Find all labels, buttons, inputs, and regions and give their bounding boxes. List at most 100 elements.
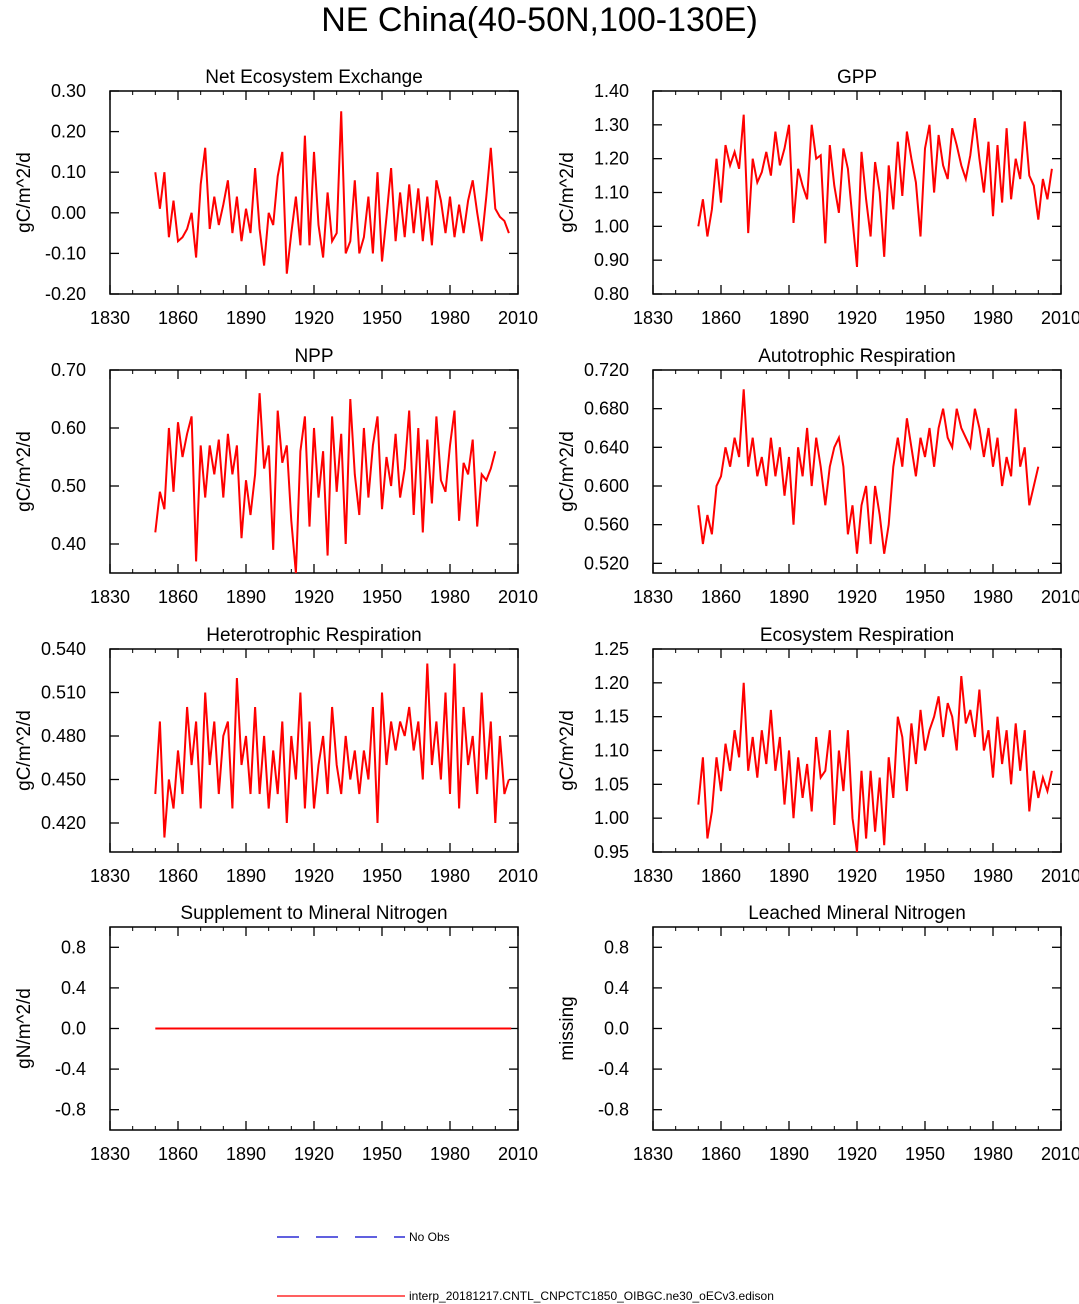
panel-1-xtick-label: 1890 [226,308,266,328]
panel-3-xtick-label: 1890 [226,587,266,607]
panel-7-ytick-label: -0.8 [55,1100,86,1120]
panel-5-ytick-label: 0.480 [41,726,86,746]
panel-2-ytick-label: 1.40 [594,81,629,101]
panel-2-xtick-label: 1890 [769,308,809,328]
panel-3-ylabel: gC/m^2/d [14,431,35,512]
panel-7-xtick-label: 1920 [294,1144,334,1164]
panel-6-xtick-label: 1830 [633,866,673,886]
panel-4-xtick-label: 1920 [837,587,877,607]
panel-6-ytick-label: 1.20 [594,673,629,693]
panel-5-ytick-label: 0.510 [41,683,86,703]
panel-4-ytick-label: 0.680 [584,399,629,419]
panel-5-series-line [154,663,510,838]
panel-2-ytick-label: 1.00 [594,216,629,236]
panel-1-xtick-label: 1830 [90,308,130,328]
panel-8-ytick-label: 0.8 [604,937,629,957]
panel-3-xtick-label: 1980 [430,587,470,607]
panel-5-xtick-label: 1890 [226,866,266,886]
panel-2-xtick-label: 2010 [1041,308,1079,328]
panel-5-xtick-label: 1920 [294,866,334,886]
panel-6-xtick-label: 1950 [905,866,945,886]
panel-2-ylabel: gC/m^2/d [557,152,578,233]
panel-1-xtick-label: 1950 [362,308,402,328]
panel-8-title: Leached Mineral Nitrogen [748,903,966,924]
panel-1-ytick-label: -0.10 [45,243,86,263]
panel-4-ylabel: gC/m^2/d [557,431,578,512]
panel-7-ytick-label: 0.4 [61,978,86,998]
panel-4-title: Autotrophic Respiration [758,346,956,367]
panel-1-title: Net Ecosystem Exchange [205,67,423,88]
panel-4-xtick-label: 1860 [701,587,741,607]
panel-8-xtick-label: 1890 [769,1144,809,1164]
panel-3-ytick-label: 0.70 [51,360,86,380]
panel-6-ytick-label: 1.00 [594,808,629,828]
panel-1-ytick-label: 0.20 [51,122,86,142]
panel-8-ytick-label: -0.8 [598,1100,629,1120]
panel-6-ytick-label: 1.15 [594,707,629,727]
panel-2-xtick-label: 1830 [633,308,673,328]
panel-4-ytick-label: 0.720 [584,360,629,380]
panel-1-ytick-label: -0.20 [45,284,86,304]
panel-7-xtick-label: 1890 [226,1144,266,1164]
panel-6-xtick-label: 1860 [701,866,741,886]
figure-title: NE China(40-50N,100-130E) [321,1,758,39]
panel-1-ytick-label: 0.00 [51,203,86,223]
panel-6-series-line [697,676,1053,853]
panel-5-ytick-label: 0.420 [41,813,86,833]
panel-2-ytick-label: 0.80 [594,284,629,304]
panel-8-xtick-label: 1920 [837,1144,877,1164]
panel-8-xtick-label: 2010 [1041,1144,1079,1164]
panel-1-xtick-label: 2010 [498,308,538,328]
panel-5-xtick-label: 1860 [158,866,198,886]
panel-2-xtick-label: 1920 [837,308,877,328]
panel-7-ytick-label: -0.4 [55,1059,86,1079]
panel-3-ytick-label: 0.50 [51,476,86,496]
panel-7-xtick-label: 1980 [430,1144,470,1164]
panel-7-ytick-label: 0.0 [61,1019,86,1039]
panel-1-ylabel: gC/m^2/d [14,152,35,233]
panel-7-xtick-label: 1950 [362,1144,402,1164]
panel-6-ylabel: gC/m^2/d [557,710,578,791]
panel-4-xtick-label: 1830 [633,587,673,607]
panel-6-ytick-label: 0.95 [594,842,629,862]
panel-3-ytick-label: 0.40 [51,534,86,554]
panel-4-xtick-label: 2010 [1041,587,1079,607]
panel-8-xtick-label: 1860 [701,1144,741,1164]
panel-4-ytick-label: 0.520 [584,553,629,573]
panel-2-ytick-label: 0.90 [594,250,629,270]
panel-3-xtick-label: 2010 [498,587,538,607]
panel-7-ylabel: gN/m^2/d [14,988,35,1069]
panel-2-ytick-label: 1.10 [594,183,629,203]
panel-5-ytick-label: 0.540 [41,639,86,659]
panel-7-xtick-label: 1830 [90,1144,130,1164]
panel-6-xtick-label: 1890 [769,866,809,886]
panel-8-xtick-label: 1980 [973,1144,1013,1164]
panel-6-ytick-label: 1.25 [594,639,629,659]
panel-1-xtick-label: 1920 [294,308,334,328]
panel-8-ytick-label: 0.0 [604,1019,629,1039]
panel-6-xtick-label: 1980 [973,866,1013,886]
panel-4-xtick-label: 1980 [973,587,1013,607]
panel-1-ytick-label: 0.10 [51,162,86,182]
panel-7-xtick-label: 1860 [158,1144,198,1164]
panel-6-xtick-label: 2010 [1041,866,1079,886]
panel-5-xtick-label: 1980 [430,866,470,886]
panel-3-title: NPP [294,346,333,367]
panel-5-xtick-label: 1830 [90,866,130,886]
panel-8-xtick-label: 1950 [905,1144,945,1164]
panel-8-frame [652,926,1062,1131]
panel-5-title: Heterotrophic Respiration [206,625,421,646]
panel-1-ytick-label: 0.30 [51,81,86,101]
panel-1-frame [109,90,519,295]
panel-2-ytick-label: 1.20 [594,149,629,169]
legend-model-label: interp_20181217.CNTL_CNPCTC1850_OIBGC.ne… [409,1289,774,1303]
panel-2-xtick-label: 1950 [905,308,945,328]
panel-8-xtick-label: 1830 [633,1144,673,1164]
panel-5-ytick-label: 0.450 [41,770,86,790]
panel-5-ylabel: gC/m^2/d [14,710,35,791]
panel-6-title: Ecosystem Respiration [760,625,954,646]
panel-4-ytick-label: 0.560 [584,515,629,535]
panel-8-ytick-label: -0.4 [598,1059,629,1079]
panel-1-xtick-label: 1860 [158,308,198,328]
